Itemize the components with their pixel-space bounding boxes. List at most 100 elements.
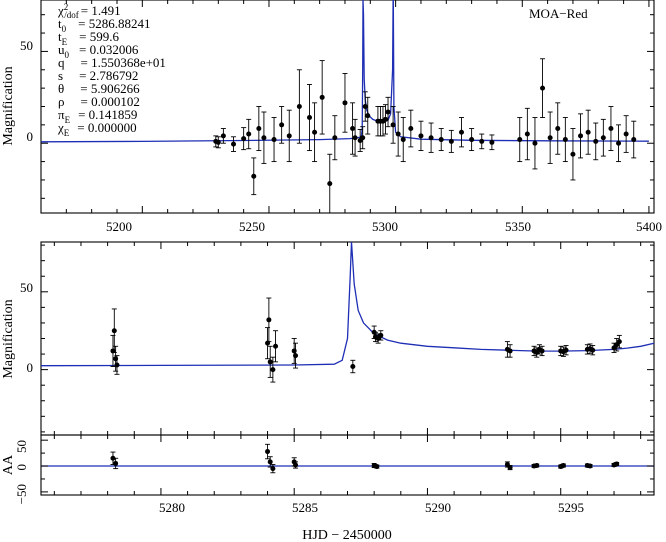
middle-ytick-0: 0: [27, 360, 34, 375]
top-data-point: [246, 131, 252, 137]
param-chi2-symbol: χ: [57, 3, 64, 18]
param-block: χ2/dof = 1.491 t0 = 5286.88241 tE = 599.6 u…: [57, 2, 166, 138]
top-data-point: [623, 131, 629, 137]
middle-ticks-layer: [41, 242, 654, 435]
top-data-point: [286, 133, 292, 139]
middle-data-point: [616, 339, 622, 345]
bottom-ytick-50: 50: [14, 440, 29, 453]
param-rho-value: = 0.000102: [81, 94, 140, 109]
middle-data-point: [563, 347, 569, 353]
middle-data-point: [507, 348, 513, 354]
top-data-point: [532, 140, 538, 146]
bottom-points-layer: [110, 443, 620, 474]
top-data-point: [365, 113, 371, 119]
bottom-xtick-5295: 5295: [558, 500, 584, 515]
top-data-point: [296, 104, 302, 109]
bottom-ticks-layer: [41, 435, 654, 495]
param-piE-value: = 0.141859: [78, 107, 137, 122]
middle-points-layer: [110, 297, 622, 383]
param-rho: ρ = 0.000102: [58, 94, 140, 109]
bottom-data-point: [614, 461, 620, 467]
top-data-point: [540, 85, 546, 91]
middle-data-point: [293, 353, 299, 359]
top-data-point: [524, 131, 530, 137]
middle-data-point: [267, 359, 273, 365]
top-data-point: [578, 133, 584, 139]
bottom-data-point: [113, 460, 119, 466]
top-data-point: [555, 126, 561, 132]
top-data-point: [382, 116, 388, 122]
x-axis-label: HJD − 2450000: [302, 528, 392, 542]
top-ytick-0: 0: [27, 129, 34, 144]
param-u0-subscript: 0: [65, 50, 70, 60]
top-data-point: [312, 129, 318, 135]
param-theta-symbol: θ: [58, 81, 64, 96]
top-data-point: [279, 122, 285, 128]
top-xtick-5350: 5350: [505, 219, 531, 234]
middle-data-point: [114, 362, 120, 368]
top-xtick-5300: 5300: [372, 219, 398, 234]
top-data-point: [261, 135, 267, 141]
top-data-point: [220, 133, 226, 139]
top-data-point: [332, 135, 338, 141]
param-t0-value: = 5286.88241: [78, 16, 150, 31]
bottom-data-point: [267, 459, 273, 465]
top-data-point: [570, 151, 576, 157]
middle-ylabel: Magnification: [1, 299, 16, 378]
bottom-data-point: [507, 465, 513, 471]
top-data-point: [241, 136, 247, 142]
bottom-data-point: [265, 449, 271, 455]
top-panel: MOA−Red Magnification 0 50 5200 5250 530…: [1, 0, 662, 234]
top-ylabel: Magnification: [1, 66, 16, 145]
top-data-point: [616, 140, 622, 146]
param-u0-value: = 0.032006: [79, 42, 139, 57]
top-data-point: [231, 141, 237, 147]
top-data-point: [585, 129, 591, 135]
top-data-point: [395, 131, 401, 137]
top-data-point: [390, 122, 396, 128]
middle-data-point: [273, 343, 279, 349]
bottom-data-point: [110, 455, 116, 461]
top-data-point: [342, 100, 348, 106]
bottom-ytick-minus50: −50: [14, 484, 29, 504]
top-data-point: [362, 104, 368, 109]
top-data-point: [319, 94, 325, 100]
param-tE-symbol: t: [58, 29, 62, 44]
param-tE: tE = 599.6: [58, 29, 119, 47]
param-tE-subscript: E: [62, 37, 68, 47]
middle-ytick-50: 50: [20, 280, 33, 295]
top-data-point: [215, 139, 221, 145]
bottom-data-point: [534, 463, 540, 469]
param-s-symbol: s: [58, 68, 63, 83]
top-data-point: [547, 135, 553, 141]
top-data-point: [489, 139, 495, 145]
param-s: s = 2.786792: [58, 68, 138, 83]
param-piE-subscript: E: [65, 115, 71, 125]
top-data-point: [600, 135, 606, 141]
param-chiE-value: = 0.000000: [77, 120, 136, 135]
top-data-point: [400, 137, 406, 143]
middle-data-point: [590, 347, 596, 353]
bottom-ytick-0: 0: [14, 464, 29, 471]
top-points-layer: [213, 58, 637, 214]
param-chi2-superscript: 2: [64, 2, 69, 12]
top-data-point: [517, 137, 523, 143]
top-data-point: [307, 115, 313, 121]
param-s-value: = 2.786792: [79, 68, 138, 83]
top-data-point: [352, 135, 358, 141]
top-data-point: [593, 138, 599, 144]
bottom-data-point: [560, 463, 566, 469]
param-t0-symbol: t: [58, 16, 62, 31]
bottom-data-point: [270, 466, 276, 472]
middle-data-point: [111, 328, 117, 334]
param-rho-symbol: ρ: [58, 94, 65, 109]
middle-data-point: [350, 364, 356, 370]
top-xtick-5400: 5400: [636, 219, 662, 234]
bottom-data-point: [587, 463, 593, 469]
param-theta: θ = 5.906266: [58, 81, 140, 96]
bottom-data-point: [293, 462, 299, 468]
bottom-xtick-5285: 5285: [292, 500, 318, 515]
top-data-point: [608, 126, 614, 132]
middle-data-point: [266, 317, 272, 323]
